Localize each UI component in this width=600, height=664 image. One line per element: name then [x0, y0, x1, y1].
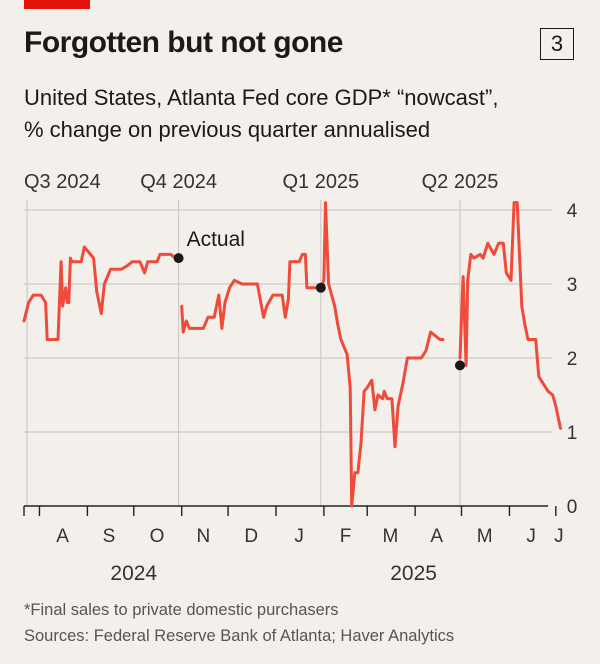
subtitle-line-1: United States, Atlanta Fed core GDP* “no…	[24, 85, 499, 110]
y-tick-label: 0	[567, 497, 578, 518]
y-tick-label: 3	[567, 275, 578, 296]
actual-annotation: Actual	[187, 228, 245, 251]
x-month-label: D	[244, 526, 258, 547]
x-month-label: J	[554, 526, 564, 547]
x-month-label: A	[56, 526, 69, 547]
actual-point	[315, 282, 326, 293]
chart-footer: *Final sales to private domestic purchas…	[24, 597, 454, 649]
subtitle-line-2: % change on previous quarter annualised	[24, 117, 431, 142]
nowcast-series-line	[180, 201, 445, 508]
x-year-label: 2025	[390, 562, 437, 585]
chart-subtitle: United States, Atlanta Fed core GDP* “no…	[24, 82, 584, 146]
x-month-label: N	[196, 526, 210, 547]
actual-point	[173, 253, 184, 264]
figure-number-badge: 3	[540, 28, 574, 60]
x-month-label: S	[103, 526, 116, 547]
quarter-label: Q4 2024	[140, 171, 217, 193]
x-month-label: J	[294, 526, 304, 547]
x-month-label: M	[382, 526, 398, 547]
brand-tag	[24, 0, 90, 9]
y-tick-label: 1	[567, 423, 578, 444]
x-month-label: O	[150, 526, 165, 547]
x-year-label: 2024	[110, 562, 157, 585]
quarter-label: Q3 2024	[24, 171, 101, 193]
chart-title: Forgotten but not gone	[24, 26, 343, 59]
y-tick-label: 2	[567, 349, 578, 370]
nowcast-series-line	[22, 245, 177, 341]
quarter-label: Q1 2025	[282, 171, 359, 193]
x-month-label: M	[477, 526, 493, 547]
sources-text: Sources: Federal Reserve Bank of Atlanta…	[24, 627, 455, 645]
quarter-label: Q2 2025	[422, 171, 499, 193]
x-month-label: F	[340, 526, 352, 547]
actual-point	[454, 360, 465, 371]
footnote-text: *Final sales to private domestic purchas…	[24, 601, 339, 619]
y-tick-label: 4	[567, 201, 578, 222]
x-month-label: J	[526, 526, 536, 547]
nowcast-series-line	[458, 201, 562, 430]
x-month-label: A	[430, 526, 443, 547]
